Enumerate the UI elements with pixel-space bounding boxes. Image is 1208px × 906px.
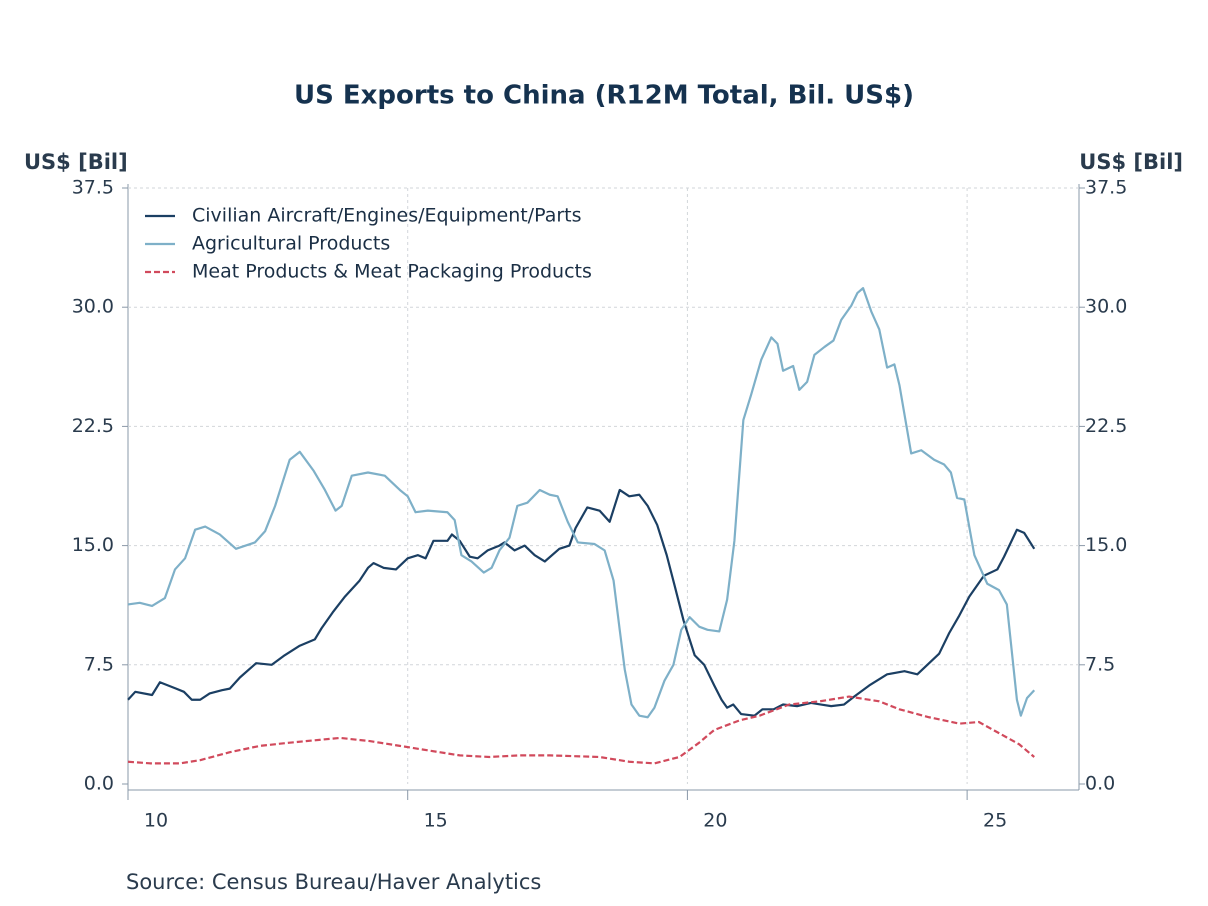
y-tick-label: 15.0 [72,534,114,556]
x-tick-label: 15 [424,810,448,832]
y-tick-label: 37.5 [72,177,114,199]
series-line [127,488,1036,717]
x-tick-label: 25 [983,810,1007,832]
x-tick-label: 20 [703,810,727,832]
y2-tick-label: 15.0 [1085,534,1127,556]
legend-label: Civilian Aircraft/Engines/Equipment/Part… [192,205,582,227]
y2-tick-label: 37.5 [1085,177,1127,199]
legend-label: Agricultural Products [192,233,390,255]
y-axis-label: US$ [Bil] [24,150,128,174]
y2-tick-label: 22.5 [1085,415,1127,437]
y2-axis-label: US$ [Bil] [1079,150,1183,174]
legend-label: Meat Products & Meat Packaging Products [192,261,592,283]
y2-tick-label: 0.0 [1085,773,1115,795]
y2-tick-label: 7.5 [1085,653,1115,675]
x-tick-label: 10 [144,810,168,832]
y-tick-label: 30.0 [72,296,114,318]
y-tick-label: 0.0 [84,773,114,795]
series-line [127,287,1036,719]
y-tick-label: 22.5 [72,415,114,437]
y-tick-label: 7.5 [84,653,114,675]
series-line [127,695,1035,765]
chart-title: US Exports to China (R12M Total, Bil. US… [294,81,914,111]
source-note: Source: Census Bureau/Haver Analytics [126,870,541,894]
y2-tick-label: 30.0 [1085,296,1127,318]
